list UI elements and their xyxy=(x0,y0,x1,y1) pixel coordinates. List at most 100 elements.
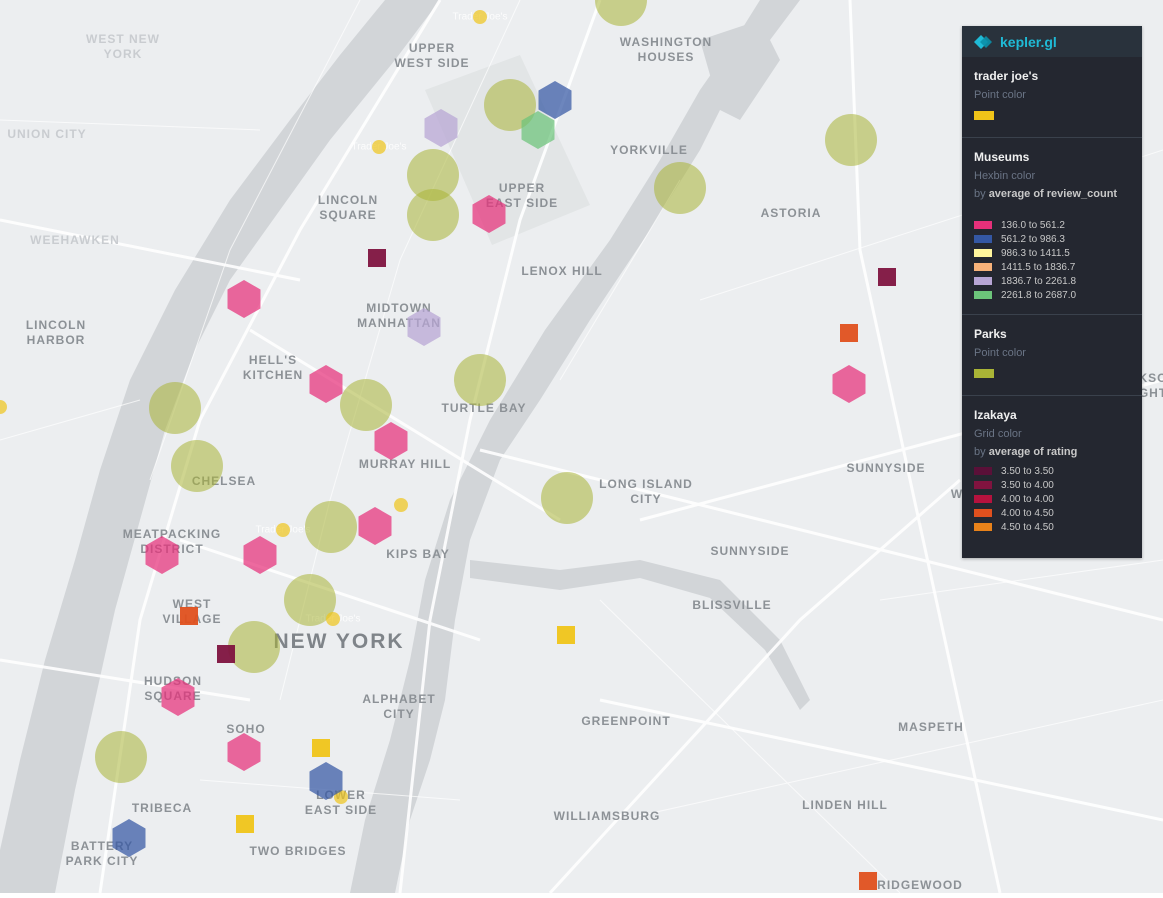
izakaya-grid-cell[interactable] xyxy=(217,645,235,663)
park-point[interactable] xyxy=(284,574,336,626)
park-point[interactable] xyxy=(149,382,201,434)
park-point[interactable] xyxy=(171,440,223,492)
legend-layer-name: Izakaya xyxy=(974,408,1017,422)
museum-hexbin[interactable] xyxy=(145,536,179,574)
legend-scale-item: 1411.5 to 1836.7 xyxy=(974,260,1130,274)
legend-scale-label: 1836.7 to 2261.8 xyxy=(1001,275,1077,287)
map-label-new-york: NEW YORK xyxy=(273,630,405,653)
legend-layer-museums: Museums Hexbin color by average of revie… xyxy=(962,138,1142,315)
legend-scale-swatch xyxy=(974,291,992,299)
park-point[interactable] xyxy=(305,501,357,553)
legend-color-swatch xyxy=(974,111,994,120)
park-point[interactable] xyxy=(228,621,280,673)
kepler-logo-icon xyxy=(974,34,992,49)
izakaya-grid-cell[interactable] xyxy=(840,324,858,342)
museum-hexbin[interactable] xyxy=(227,733,261,771)
legend-scale-item: 986.3 to 1411.5 xyxy=(974,246,1130,260)
legend-scale-swatch xyxy=(974,221,992,229)
museum-hexbin[interactable] xyxy=(407,308,441,346)
museum-hexbin[interactable] xyxy=(161,678,195,716)
legend-scale-item: 136.0 to 561.2 xyxy=(974,218,1130,232)
map-label-yorkville: YORKVILLE xyxy=(610,143,688,157)
legend-color-property: Hexbin color xyxy=(974,170,1036,182)
trader-joes-point[interactable] xyxy=(394,498,408,512)
park-point[interactable] xyxy=(825,114,877,166)
legend-layer-trader-joes: trader joe's Point color xyxy=(962,57,1142,138)
map-label-tribeca: TRIBECA xyxy=(131,801,193,815)
map-label-west-new-york: WEST NEW YORK xyxy=(86,32,160,61)
park-point[interactable] xyxy=(454,354,506,406)
izakaya-grid-cell[interactable] xyxy=(236,815,254,833)
map-label-murray-hill: MURRAY HILL xyxy=(358,457,452,471)
legend-scale-label: 4.00 to 4.50 xyxy=(1001,507,1054,519)
park-point[interactable] xyxy=(407,189,459,241)
park-point[interactable] xyxy=(407,149,459,201)
trader-joes-point[interactable] xyxy=(334,790,348,804)
izakaya-grid-cell[interactable] xyxy=(368,249,386,267)
map-label-blissville: BLISSVILLE xyxy=(692,598,772,612)
trader-joes-point[interactable] xyxy=(0,400,7,414)
legend-scale-swatch xyxy=(974,523,992,531)
trader-joes-point[interactable] xyxy=(276,523,290,537)
park-point[interactable] xyxy=(95,731,147,783)
legend-scale-item: 3.50 to 3.50 xyxy=(974,464,1130,478)
legend-scale-label: 1411.5 to 1836.7 xyxy=(1001,261,1076,273)
museum-hexbin[interactable] xyxy=(358,507,392,545)
legend-layer-name: trader joe's xyxy=(974,69,1039,83)
map-label-edge-right: KSO GHT xyxy=(1138,371,1163,400)
map-label-lincoln-harbor: LINCOLN HARBOR xyxy=(25,318,87,347)
museum-hexbin[interactable] xyxy=(424,109,458,147)
legend-color-property: Point color xyxy=(974,89,1026,101)
map-label-lenox-hill: LENOX HILL xyxy=(521,264,603,278)
trader-joes-point[interactable] xyxy=(326,612,340,626)
map-label-lincoln-square: LINCOLN SQUARE xyxy=(317,193,379,222)
map-label-sunnyside: SUNNYSIDE xyxy=(846,461,926,475)
museum-hexbin[interactable] xyxy=(309,762,343,800)
museum-hexbin[interactable] xyxy=(538,81,572,119)
legend-color-scale: 136.0 to 561.2 561.2 to 986.3 986.3 to 141… xyxy=(974,218,1130,302)
trader-joes-point[interactable] xyxy=(372,140,386,154)
map-label-astoria: ASTORIA xyxy=(760,206,822,220)
museum-hexbin[interactable] xyxy=(374,422,408,460)
legend-scale-label: 3.50 to 3.50 xyxy=(1001,465,1054,477)
legend-color-scale: 3.50 to 3.50 3.50 to 4.00 4.00 to 4.00 4.00… xyxy=(974,464,1130,534)
museum-hexbin[interactable] xyxy=(112,819,146,857)
legend-layer-name: Museums xyxy=(974,150,1030,164)
museum-hexbin[interactable] xyxy=(227,280,261,318)
map-label-weehawken: WEEHAWKEN xyxy=(30,233,120,247)
map-label-kips-bay: KIPS BAY xyxy=(386,547,450,561)
izakaya-grid-cell[interactable] xyxy=(180,607,198,625)
izakaya-grid-cell[interactable] xyxy=(312,739,330,757)
map-label-maspeth: MASPETH xyxy=(898,720,964,734)
museum-hexbin[interactable] xyxy=(309,365,343,403)
map-label-upper-west-side: UPPER WEST SIDE xyxy=(394,41,470,70)
park-point[interactable] xyxy=(595,0,647,26)
park-point[interactable] xyxy=(654,162,706,214)
museum-hexbin[interactable] xyxy=(243,536,277,574)
map-label-long-island-city: LONG ISLAND CITY xyxy=(599,477,693,506)
map-label-alphabet-city: ALPHABET CITY xyxy=(362,692,436,721)
legend-scale-label: 561.2 to 986.3 xyxy=(1001,233,1065,245)
map-label-union-city: UNION CITY xyxy=(7,127,87,141)
izakaya-grid-cell[interactable] xyxy=(557,626,575,644)
map-legend-panel: kepler.gl trader joe's Point color Museu… xyxy=(962,26,1142,558)
legend-scale-label: 986.3 to 1411.5 xyxy=(1001,247,1070,259)
park-point[interactable] xyxy=(484,79,536,131)
museum-hexbin[interactable] xyxy=(832,365,866,403)
legend-scale-swatch xyxy=(974,509,992,517)
museum-hexbin[interactable] xyxy=(472,195,506,233)
museum-hexbin[interactable] xyxy=(521,111,555,149)
izakaya-grid-cell[interactable] xyxy=(859,872,877,890)
map-label-edge-w: W xyxy=(950,487,964,501)
map-label-linden-hill: LINDEN HILL xyxy=(802,798,888,812)
izakaya-grid-cell[interactable] xyxy=(878,268,896,286)
trader-joes-point[interactable] xyxy=(473,10,487,24)
legend-scale-swatch xyxy=(974,249,992,257)
park-point[interactable] xyxy=(340,379,392,431)
legend-scale-label: 3.50 to 4.00 xyxy=(1001,479,1054,491)
legend-scale-item: 561.2 to 986.3 xyxy=(974,232,1130,246)
legend-color-property: Point color xyxy=(974,347,1026,359)
park-point[interactable] xyxy=(541,472,593,524)
